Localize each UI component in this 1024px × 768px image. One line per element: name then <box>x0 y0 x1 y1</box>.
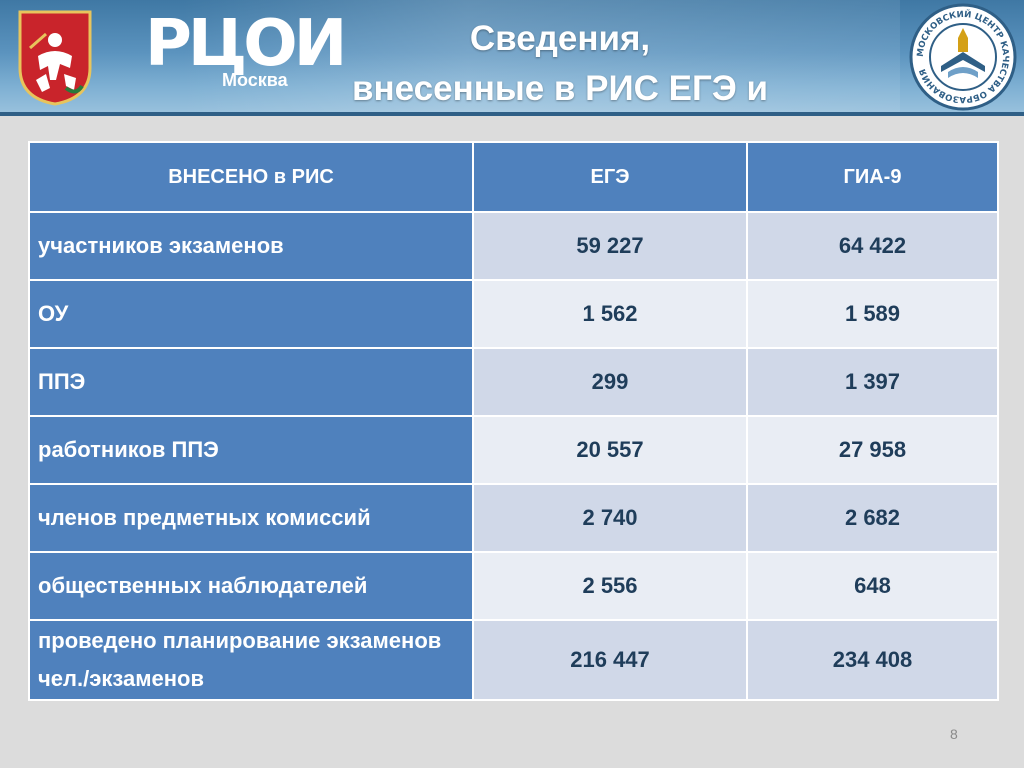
rcoi-logo-subtext: Москва <box>222 70 288 90</box>
ege-value: 299 <box>472 347 748 417</box>
row-label: членов предметных комиссий <box>28 483 474 553</box>
table-row: работников ППЭ 20 557 27 958 <box>28 415 999 485</box>
table-row: проведено планирование экзаменов чел./эк… <box>28 619 999 701</box>
title-line-1: Сведения, <box>469 19 651 58</box>
ege-value: 2 740 <box>472 483 748 553</box>
gia-value: 1 397 <box>746 347 999 417</box>
table-row: участников экзаменов 59 227 64 422 <box>28 211 999 281</box>
row-label: участников экзаменов <box>28 211 474 281</box>
education-quality-seal-icon: МОСКОВСКИЙ ЦЕНТР КАЧЕСТВА ОБРАЗОВАНИЯ <box>909 3 1017 111</box>
gia-value: 2 682 <box>746 483 999 553</box>
header-divider <box>0 112 1024 116</box>
ege-value: 2 556 <box>472 551 748 621</box>
row-label: проведено планирование экзаменов чел./эк… <box>28 619 474 701</box>
ege-value: 216 447 <box>472 619 748 701</box>
gia-value: 1 589 <box>746 279 999 349</box>
gia-value: 648 <box>746 551 999 621</box>
data-table-container: ВНЕСЕНО в РИС ЕГЭ ГИА-9 участников экзам… <box>28 141 999 701</box>
ege-value: 1 562 <box>472 279 748 349</box>
header-banner: РЦОИ Москва Сведения, внесенные в РИС ЕГ… <box>0 0 1024 116</box>
table-row: общественных наблюдателей 2 556 648 <box>28 551 999 621</box>
header-background-city <box>180 0 900 116</box>
ege-value: 59 227 <box>472 211 748 281</box>
ege-value: 20 557 <box>472 415 748 485</box>
table-row: ППЭ 299 1 397 <box>28 347 999 417</box>
table-row: членов предметных комиссий 2 740 2 682 <box>28 483 999 553</box>
gia-value: 27 958 <box>746 415 999 485</box>
row-label: ППЭ <box>28 347 474 417</box>
gia-value: 234 408 <box>746 619 999 701</box>
rcoi-logo: РЦОИ <box>145 7 347 81</box>
column-header-entered: ВНЕСЕНО в РИС <box>28 141 474 213</box>
row-label: общественных наблюдателей <box>28 551 474 621</box>
column-header-gia: ГИА-9 <box>746 141 999 213</box>
title-line-2: внесенные в РИС ЕГЭ и ГИА-9 <box>351 69 769 108</box>
page-number: 8 <box>950 726 958 742</box>
moscow-coat-of-arms-icon <box>18 10 92 106</box>
gia-value: 64 422 <box>746 211 999 281</box>
page-title: Сведения, внесенные в РИС ЕГЭ и ГИА-9 <box>300 14 820 116</box>
row-label: ОУ <box>28 279 474 349</box>
table-row: ОУ 1 562 1 589 <box>28 279 999 349</box>
data-table: ВНЕСЕНО в РИС ЕГЭ ГИА-9 участников экзам… <box>28 141 999 701</box>
row-label: работников ППЭ <box>28 415 474 485</box>
column-header-ege: ЕГЭ <box>472 141 748 213</box>
table-header-row: ВНЕСЕНО в РИС ЕГЭ ГИА-9 <box>28 141 999 213</box>
